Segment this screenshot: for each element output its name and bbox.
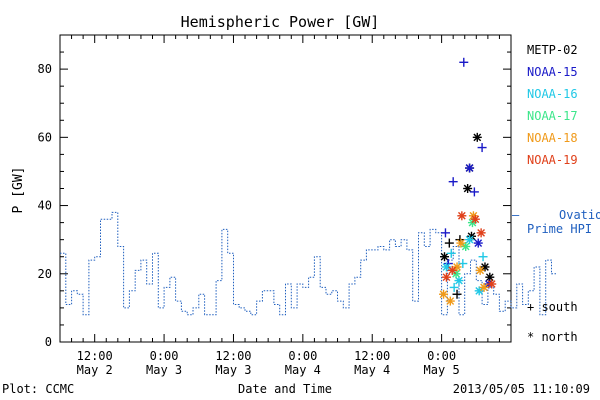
data-point-noaa-15 <box>459 57 469 67</box>
data-point-metp-02 <box>440 252 450 262</box>
legend-entry-noaa-16: NOAA-16 <box>527 87 578 101</box>
x-tick-label-date: May 3 <box>146 363 182 377</box>
data-point-noaa-19 <box>457 211 467 221</box>
data-point-noaa-17 <box>461 241 471 251</box>
data-point-metp-02 <box>472 132 482 142</box>
data-point-noaa-15 <box>473 238 483 248</box>
data-point-noaa-19 <box>470 214 480 224</box>
data-point-noaa-16 <box>474 286 484 296</box>
data-point-metp-02 <box>452 289 462 299</box>
y-axis-label: P [GW] <box>11 167 26 214</box>
y-tick-label: 40 <box>38 199 52 213</box>
data-point-noaa-18 <box>479 282 489 292</box>
legend-entry-noaa-19: NOAA-19 <box>527 153 578 167</box>
data-point-noaa-15 <box>477 143 487 153</box>
data-point-noaa-18 <box>456 238 466 248</box>
data-point-noaa-18 <box>439 289 449 299</box>
x-tick-label-time: 0:00 <box>288 349 317 363</box>
marker-legend-south: + south <box>527 300 578 314</box>
legend-entry-metp-02: METP-02 <box>527 43 578 57</box>
x-tick-label-time: 0:00 <box>150 349 179 363</box>
satellite-legend: METP-02 NOAA-15 NOAA-16 NOAA-17 NOAA-18 NOAA-… <box>527 43 578 167</box>
data-point-noaa-15 <box>465 163 475 173</box>
ovation-legend: — OvationPrime HPI <box>512 208 600 236</box>
data-point-noaa-16 <box>449 282 459 292</box>
chart-title: Hemispheric Power [GW] <box>181 13 380 31</box>
data-point-noaa-15 <box>448 177 458 187</box>
x-tick-label-time: 0:00 <box>427 349 456 363</box>
legend-entry-noaa-15: NOAA-15 <box>527 65 578 79</box>
x-tick-label-time: 12:00 <box>77 349 113 363</box>
data-point-metp-02 <box>444 238 454 248</box>
y-tick-label: 20 <box>38 267 52 281</box>
data-point-metp-02 <box>463 184 473 193</box>
data-point-noaa-16 <box>478 252 488 262</box>
x-tick-label-date: May 4 <box>354 363 390 377</box>
data-point-noaa-16 <box>446 248 456 258</box>
x-tick-label-time: 12:00 <box>354 349 390 363</box>
footer-timestamp: 2013/05/05 11:10:09 <box>453 382 590 396</box>
x-tick-label-date: May 2 <box>77 363 113 377</box>
data-point-metp-02 <box>480 262 490 272</box>
data-point-noaa-19 <box>447 265 457 275</box>
marker-legend: + south * north <box>527 300 578 344</box>
data-point-noaa-16 <box>465 235 475 245</box>
x-tick-label-time: 12:00 <box>215 349 251 363</box>
data-point-noaa-19 <box>487 279 497 289</box>
x-tick-label-date: May 3 <box>215 363 251 377</box>
data-point-noaa-18 <box>475 265 485 275</box>
data-point-noaa-16 <box>441 262 451 272</box>
y-tick-label: 60 <box>38 130 52 144</box>
marker-legend-north: * north <box>527 330 578 344</box>
x-tick-label-date: May 5 <box>424 363 460 377</box>
satellite-points <box>439 57 497 306</box>
data-point-noaa-15 <box>469 187 479 197</box>
data-point-noaa-15 <box>440 228 450 238</box>
x-axis-label: Date and Time <box>238 382 332 396</box>
x-tick-label-date: May 4 <box>285 363 321 377</box>
y-axis: 0 20 40 60 80 <box>38 34 511 349</box>
legend-ovation-marker: — <box>512 208 520 222</box>
legend-ovation-line2: Prime HPI <box>527 222 592 236</box>
data-point-noaa-19 <box>441 272 451 282</box>
data-point-metp-02 <box>485 272 495 282</box>
data-point-noaa-18 <box>445 296 455 306</box>
ovation-series-line <box>60 211 558 316</box>
data-point-noaa-19 <box>476 228 486 238</box>
y-tick-label: 80 <box>38 62 52 76</box>
data-point-noaa-18 <box>452 262 462 272</box>
legend-entry-noaa-18: NOAA-18 <box>527 131 578 145</box>
legend-ovation-line1: Ovation <box>559 208 600 222</box>
legend-entry-noaa-17: NOAA-17 <box>527 109 578 123</box>
y-tick-label: 0 <box>45 335 52 349</box>
footer-source: Plot: CCMC <box>2 382 74 396</box>
